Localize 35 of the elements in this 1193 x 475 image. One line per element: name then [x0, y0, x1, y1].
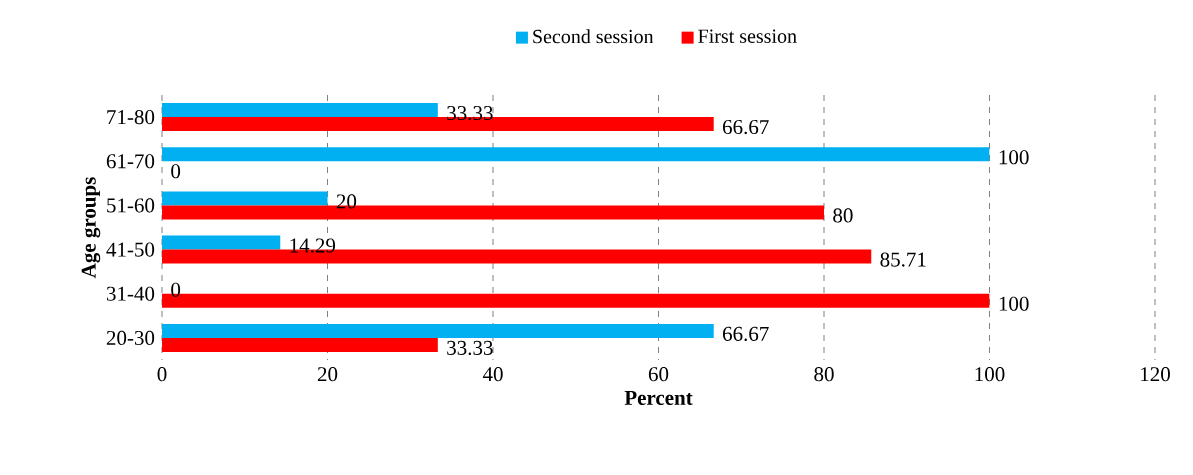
bar	[162, 235, 281, 250]
bar	[162, 323, 714, 338]
legend-label: Second session	[533, 29, 654, 44]
data-label: 20	[336, 194, 357, 209]
y-tick-label: 71-80	[107, 110, 155, 125]
y-tick-label: 31-40	[106, 286, 155, 301]
data-label: 0	[171, 164, 181, 179]
bar	[162, 147, 990, 162]
x-tick-label: 40	[482, 367, 503, 382]
data-label: 66.67	[723, 326, 769, 341]
bar	[162, 337, 438, 352]
y-tick-label: 20-30	[106, 330, 155, 346]
y-axis-title: Age groups	[81, 177, 101, 279]
y-tick-label: 51-60	[107, 198, 155, 213]
x-axis-title: Percent	[624, 390, 693, 405]
y-tick-label: 41-50	[106, 242, 155, 257]
data-label: 100	[999, 296, 1029, 311]
data-label: 33.33	[447, 340, 493, 355]
bar	[162, 103, 438, 118]
x-tick-label: 0	[157, 367, 167, 382]
legend-label: First session	[698, 29, 797, 43]
data-label: 14.29	[290, 238, 336, 253]
x-tick-label: 80	[814, 367, 834, 382]
y-tick-label: 61-70	[106, 154, 155, 169]
x-tick-label: 120	[1141, 367, 1170, 382]
data-label: 66.67	[723, 119, 769, 135]
x-tick-label: 100	[975, 367, 1005, 382]
x-tick-label: 20	[317, 367, 338, 382]
data-label: 33.33	[447, 105, 493, 121]
data-label: 85.71	[880, 252, 926, 267]
bar	[162, 191, 328, 206]
data-label: 0	[171, 282, 181, 297]
x-tick-label: 60	[648, 367, 669, 382]
data-label: 100	[999, 150, 1029, 165]
data-label: 80	[833, 208, 853, 223]
